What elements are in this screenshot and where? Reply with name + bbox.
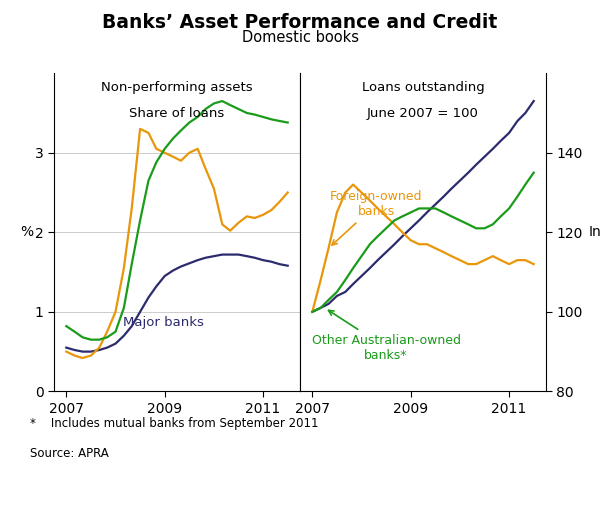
Text: *    Includes mutual banks from September 2011: * Includes mutual banks from September 2… [30,417,319,430]
Text: Major banks: Major banks [123,317,204,329]
Text: June 2007 = 100: June 2007 = 100 [367,107,479,120]
Text: Foreign-owned
banks: Foreign-owned banks [330,190,422,245]
Y-axis label: %: % [20,225,33,239]
Text: Loans outstanding: Loans outstanding [362,81,484,94]
Text: Share of loans: Share of loans [130,107,224,120]
Y-axis label: Index: Index [589,225,600,239]
Text: Domestic books: Domestic books [241,30,359,45]
Text: Other Australian-owned
banks*: Other Australian-owned banks* [311,311,461,362]
Text: Banks’ Asset Performance and Credit: Banks’ Asset Performance and Credit [103,13,497,32]
Text: Non-performing assets: Non-performing assets [101,81,253,94]
Text: Source: APRA: Source: APRA [30,447,109,460]
